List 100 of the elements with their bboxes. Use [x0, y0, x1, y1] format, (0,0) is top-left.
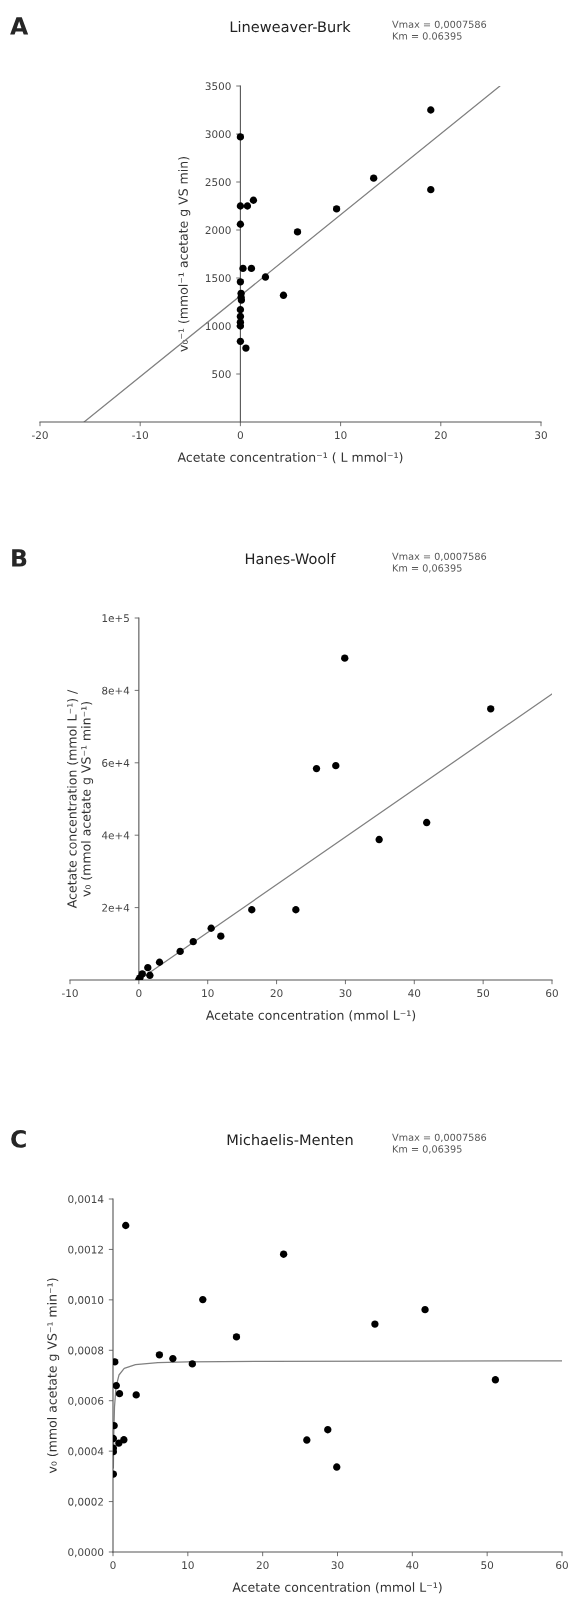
x-tick-label: 30	[339, 989, 352, 998]
point	[279, 1250, 288, 1258]
point	[146, 971, 154, 979]
x-tick-label: 20	[270, 989, 283, 998]
y-axis-title: v₀⁻¹ (mmol⁻¹ acetate g VS min)	[178, 157, 191, 352]
point	[312, 764, 321, 773]
point	[176, 947, 184, 956]
x-tick-label: 40	[406, 1561, 419, 1570]
point	[115, 1389, 124, 1398]
point	[155, 1351, 164, 1359]
y-tick-label: 2e+4	[102, 903, 130, 912]
point	[427, 186, 435, 194]
point	[332, 762, 340, 770]
text: Vmax = 0,0007586 Km = 0,06395	[392, 552, 487, 573]
point	[236, 202, 245, 210]
point	[292, 906, 300, 914]
point	[423, 818, 431, 827]
point	[242, 344, 250, 352]
point	[199, 1295, 207, 1304]
x-tick-label: 0	[110, 1561, 116, 1570]
point	[144, 964, 152, 972]
y-tick-label: 6e+4	[102, 759, 130, 767]
chart-title: Michaelis-Menten	[227, 1133, 353, 1146]
point	[239, 264, 247, 273]
point	[189, 937, 197, 946]
y-tick-label: 4e+4	[101, 831, 130, 840]
y-tick-label: 8e+4	[102, 686, 130, 695]
x-tick-label: 50	[481, 1561, 494, 1570]
y-axis-title: v₀ (mmol acetate g VS⁻¹ min⁻¹)	[47, 1278, 60, 1474]
point	[236, 133, 245, 141]
x-axis-title: Acetate concentration (mmol L⁻¹)	[232, 1582, 442, 1594]
y-tick-label: 0,0012	[68, 1245, 103, 1255]
y-tick-label: 0,0008	[68, 1346, 104, 1356]
x-tick-label: 30	[331, 1561, 344, 1570]
x-tick-label: 0	[136, 989, 142, 998]
text: Vmax = 0,0007586 Km = 0.06395	[392, 20, 487, 40]
x-axis-title: Acetate concentration (mmol L⁻¹)	[205, 1010, 416, 1022]
y-tick-label: 0,0006	[68, 1396, 104, 1406]
y-tick-label: 2500	[205, 178, 231, 187]
chart-title: Lineweaver-Burk	[230, 20, 351, 33]
x-tick-label: 60	[556, 1561, 568, 1570]
point	[236, 312, 245, 321]
point	[421, 1306, 429, 1314]
point	[303, 1436, 311, 1444]
point	[324, 1426, 332, 1434]
point	[120, 1436, 128, 1444]
x-tick-label: 30	[535, 431, 547, 440]
y-tick-label: 0,0000	[68, 1548, 104, 1558]
point	[261, 273, 270, 281]
point	[341, 654, 349, 662]
point	[369, 174, 378, 182]
text: B	[12, 549, 27, 567]
point	[236, 306, 245, 314]
point	[122, 1221, 130, 1230]
point	[243, 202, 252, 210]
x-tick-label: -20	[32, 431, 48, 440]
point	[487, 705, 495, 713]
point	[248, 906, 256, 914]
point	[371, 1320, 379, 1328]
y-tick-label: 0,0004	[68, 1447, 104, 1457]
point	[332, 205, 341, 213]
y-tick-label: 500	[212, 370, 231, 379]
x-tick-label: 40	[408, 989, 421, 998]
point	[236, 337, 245, 346]
point	[169, 1354, 177, 1363]
y-tick-label: 3000	[205, 130, 231, 139]
y-tick-label: 0,0014	[68, 1195, 104, 1205]
y-axis-title: Acetate concentration (mmol L⁻¹) / v₀ (mmol acetate g VS⁻¹ min⁻¹)	[67, 689, 94, 909]
point	[293, 228, 302, 236]
x-tick-label: 10	[335, 431, 347, 440]
x-tick-label: 60	[546, 989, 558, 998]
x-tick-label: -10	[132, 431, 149, 440]
text: Vmax = 0,0007586 Km = 0,06395	[392, 1133, 487, 1154]
point	[113, 1358, 119, 1366]
point	[188, 1360, 196, 1368]
point	[236, 278, 245, 286]
point	[491, 1376, 500, 1384]
x-tick-label: 10	[202, 989, 214, 998]
point	[132, 1391, 140, 1399]
point	[236, 220, 245, 228]
y-tick-label: 0,0002	[68, 1497, 103, 1507]
text: C	[11, 1129, 26, 1148]
text: A	[10, 17, 29, 35]
x-axis-title: Acetate concentration⁻¹ ( L mmol⁻¹)	[177, 452, 403, 464]
chart-title: Hanes-Woolf	[245, 552, 336, 565]
y-tick-label: 1000	[206, 322, 231, 331]
y-tick-label: 1e+5	[102, 614, 129, 623]
y-tick-label: 0,0010	[68, 1296, 104, 1306]
point	[115, 1439, 123, 1447]
point	[207, 924, 215, 932]
point	[236, 322, 245, 330]
point	[375, 835, 383, 844]
point	[333, 1463, 341, 1471]
point	[247, 264, 256, 273]
y-tick-label: 3500	[205, 82, 231, 91]
point	[427, 106, 435, 114]
point	[232, 1333, 241, 1341]
x-tick-label: 0	[237, 431, 244, 440]
x-tick-label: -10	[62, 989, 78, 998]
point	[217, 932, 225, 940]
